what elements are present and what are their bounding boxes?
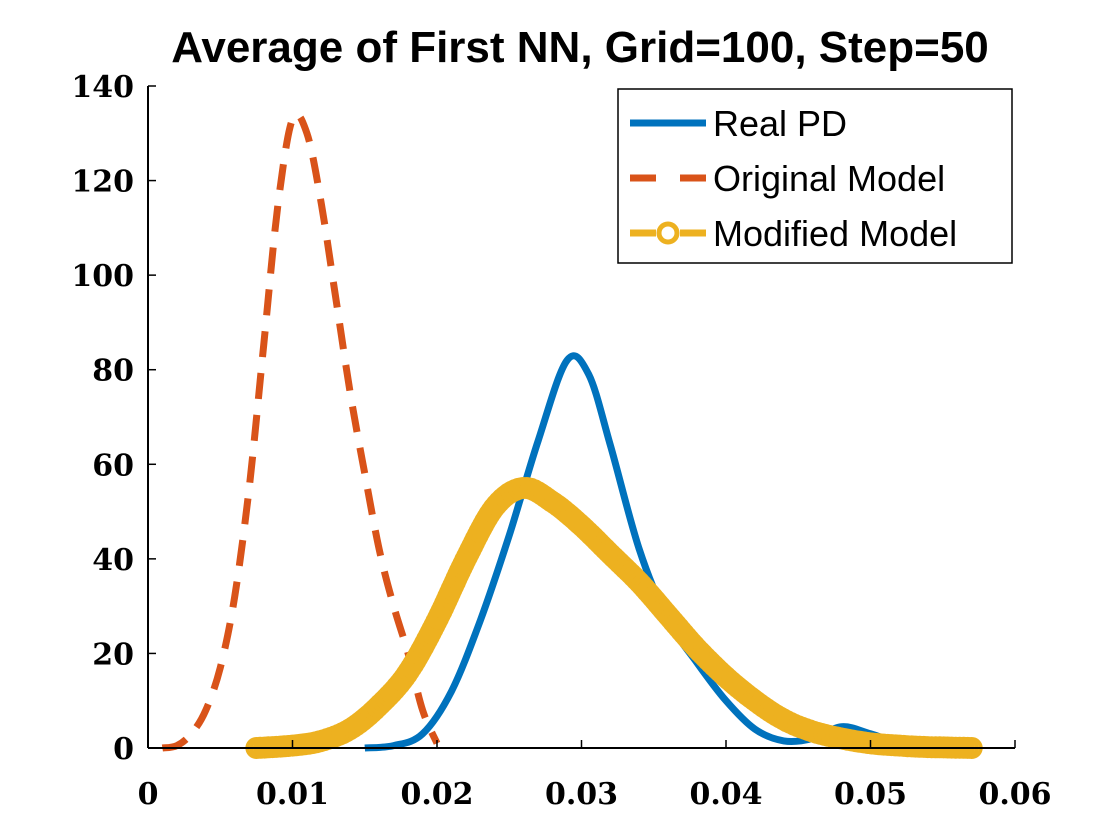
chart-title: Average of First NN, Grid=100, Step=50: [171, 23, 989, 72]
x-ticks: 0 0.01 0.02 0.03 0.04 0.05 0.06: [138, 740, 1052, 812]
x-tick-label: 0.04: [689, 777, 762, 812]
legend-marker: [656, 221, 680, 245]
legend: Real PD Original Model Modified Model: [617, 88, 1013, 264]
legend-item-original-model: Original Model: [630, 158, 945, 199]
y-tick-label: 140: [71, 70, 134, 105]
series-markers-modified-model: [245, 477, 983, 759]
legend-label: Modified Model: [713, 213, 957, 254]
series-line-original-model: [161, 110, 441, 752]
y-tick-label: 80: [92, 354, 134, 389]
y-tick-label: 40: [92, 543, 134, 578]
x-tick-label: 0.05: [834, 777, 907, 812]
y-tick-label: 0: [113, 732, 134, 767]
legend-label: Original Model: [713, 158, 945, 199]
y-tick-label: 120: [71, 165, 134, 200]
x-tick-label: 0: [138, 777, 159, 812]
x-tick-label: 0.03: [545, 777, 618, 812]
y-tick-label: 20: [92, 637, 134, 672]
y-tick-label: 100: [71, 259, 134, 294]
x-tick-label: 0.02: [400, 777, 473, 812]
y-ticks: 0 20 40 60 80 100 120 140: [71, 70, 156, 767]
x-tick-label: 0.06: [978, 777, 1051, 812]
series-line-real-pd: [364, 352, 972, 752]
legend-item-modified-model: Modified Model: [630, 213, 957, 254]
plot-lines: [161, 110, 983, 759]
y-tick-label: 60: [92, 448, 134, 483]
legend-item-real-pd: Real PD: [630, 103, 847, 144]
legend-label: Real PD: [713, 103, 847, 144]
x-tick-label: 0.01: [256, 777, 329, 812]
